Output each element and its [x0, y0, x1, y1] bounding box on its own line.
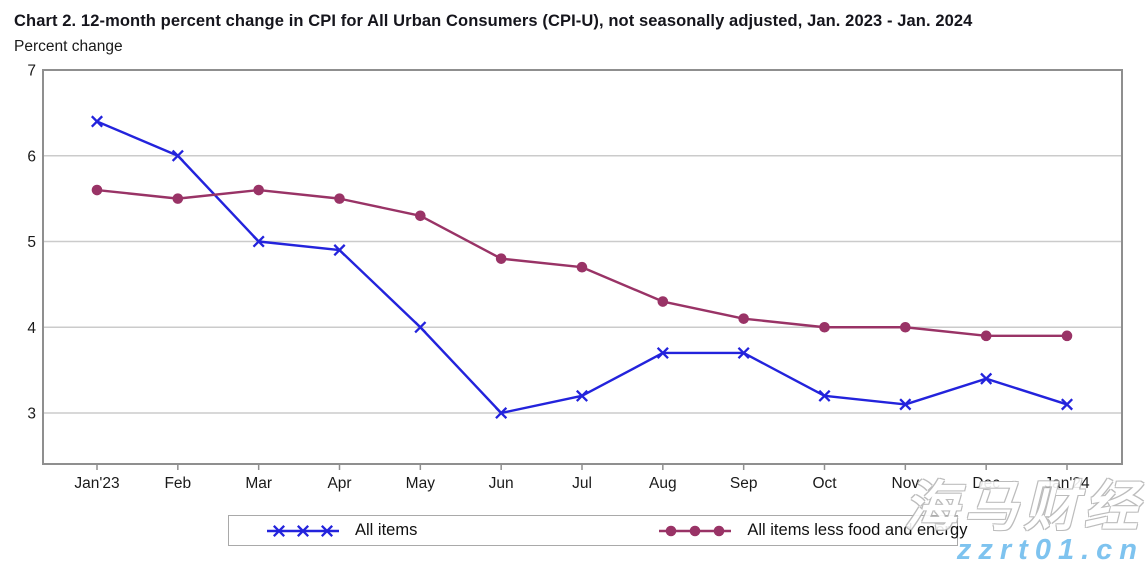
svg-text:6: 6 [27, 148, 36, 165]
svg-text:Mar: Mar [245, 475, 272, 492]
all-items-line-swatch-icon [267, 524, 339, 537]
svg-text:4: 4 [27, 320, 36, 337]
svg-text:7: 7 [27, 63, 36, 80]
svg-text:Feb: Feb [164, 475, 191, 492]
legend-item-core: All items less food and energy [657, 521, 967, 540]
core-line-swatch-icon [659, 525, 732, 536]
legend-label-all-items: All items [355, 521, 418, 539]
svg-text:Apr: Apr [327, 475, 351, 492]
svg-text:Jan'23: Jan'23 [74, 475, 119, 492]
svg-text:May: May [406, 475, 436, 492]
svg-text:Aug: Aug [649, 475, 677, 492]
svg-text:Oct: Oct [812, 475, 837, 492]
svg-text:Jul: Jul [572, 475, 592, 492]
legend-label-core: All items less food and energy [747, 521, 968, 539]
legend-item-all-items: All items [265, 521, 417, 540]
svg-text:Jan'24: Jan'24 [1044, 475, 1090, 492]
svg-text:Dec: Dec [972, 475, 1000, 492]
svg-text:Jun: Jun [489, 475, 514, 492]
chart-title: Chart 2. 12-month percent change in CPI … [14, 12, 973, 30]
svg-text:3: 3 [27, 406, 36, 423]
svg-text:Sep: Sep [730, 475, 758, 492]
svg-text:5: 5 [27, 234, 36, 251]
chart-legend: All items All items less food and energy [228, 515, 967, 546]
y-axis-unit-label: Percent change [14, 38, 123, 55]
svg-text:Nov: Nov [892, 475, 920, 492]
